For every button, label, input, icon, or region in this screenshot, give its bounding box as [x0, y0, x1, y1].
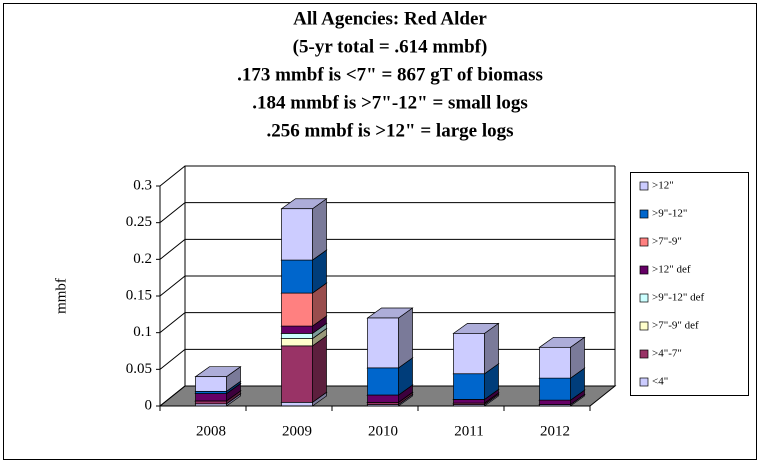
bar — [281, 259, 313, 294]
bar — [367, 317, 399, 369]
bar — [367, 394, 399, 403]
legend-swatch — [639, 209, 649, 219]
x-tick-label: 2008 — [196, 423, 226, 439]
bar — [281, 325, 313, 334]
y-tick-label: 0.05 — [126, 361, 152, 377]
bar — [453, 333, 485, 375]
bar — [281, 292, 313, 327]
x-tick-label: 2012 — [540, 423, 570, 439]
chart-title: .184 mmbf is >7"-12" = small logs — [252, 92, 528, 113]
legend-swatch — [639, 237, 649, 247]
legend-label: >4"-7" — [652, 348, 682, 360]
legend-swatch — [639, 293, 649, 303]
y-tick-label: 0 — [145, 397, 153, 413]
chart-title: .173 mmbf is <7" = 867 gT of biomass — [237, 64, 543, 85]
bar — [453, 373, 485, 400]
y-tick-label: 0.2 — [133, 251, 152, 267]
bar — [195, 393, 227, 402]
bar — [281, 338, 313, 347]
x-tick-label: 2011 — [454, 423, 483, 439]
bar — [195, 400, 227, 405]
legend-swatch — [639, 181, 649, 191]
chart-title: (5-yr total = .614 mmbf) — [293, 36, 488, 57]
bar-side — [312, 198, 327, 261]
y-axis-label: mmbf — [53, 278, 69, 314]
grid-line — [159, 238, 615, 260]
grid-line — [159, 275, 615, 297]
legend-swatch — [639, 321, 649, 331]
legend-swatch — [639, 265, 649, 275]
y-tick-label: 0.25 — [126, 214, 152, 230]
bar — [539, 399, 571, 405]
x-tick-label: 2009 — [282, 423, 312, 439]
legend — [630, 172, 749, 396]
bar — [539, 377, 571, 401]
grid-line — [159, 165, 615, 187]
y-tick-label: 0.1 — [133, 324, 152, 340]
grid-line — [159, 202, 615, 224]
bar-side — [312, 335, 327, 404]
bar — [453, 399, 485, 404]
bar — [281, 208, 313, 261]
bar — [195, 376, 227, 392]
grid-line — [159, 312, 615, 334]
bar — [281, 401, 313, 407]
legend-label: >12" — [652, 180, 674, 192]
bar — [281, 333, 313, 339]
legend-label: >9"-12" def — [652, 292, 704, 304]
bar — [539, 346, 571, 379]
legend-label: >9"-12" — [652, 208, 687, 220]
chart-title: .256 mmbf is >12" = large logs — [267, 120, 514, 141]
bar — [367, 367, 399, 396]
x-tick-label: 2010 — [368, 423, 398, 439]
legend-label: >7"-9" — [652, 236, 682, 248]
y-tick-label: 0.3 — [133, 177, 152, 193]
legend-swatch — [639, 349, 649, 359]
legend-label: >7"-9" def — [652, 320, 699, 332]
legend-label: <4" — [652, 376, 668, 388]
y-tick-label: 0.15 — [126, 287, 152, 303]
bar-side — [398, 307, 413, 369]
legend-swatch — [639, 377, 649, 387]
legend-label: >12" def — [652, 264, 691, 276]
bar — [281, 345, 313, 403]
chart-title: All Agencies: Red Alder — [293, 8, 487, 29]
